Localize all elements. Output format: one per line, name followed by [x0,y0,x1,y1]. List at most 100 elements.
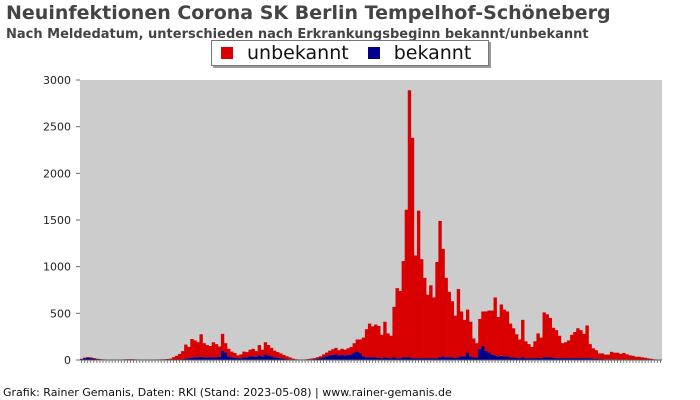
bar-unbekannt-119 [444,277,448,358]
y-tick-label: 2000 [43,167,71,180]
bar-unbekannt-95 [371,326,375,358]
bar-bekannt-124 [459,356,464,360]
chart-title: Neuinfektionen Corona SK Berlin Tempelho… [6,2,611,24]
bar-bekannt-101 [389,358,393,360]
bar-bekannt-138 [502,356,507,360]
bar-bekannt-93 [364,357,369,360]
bar-unbekannt-89 [352,343,356,353]
bar-unbekannt-142 [514,334,519,358]
bar-bekannt-4 [92,358,96,360]
bar-bekannt-47 [223,352,228,360]
bar-unbekannt-179 [628,355,632,360]
bar-bekannt-45 [217,356,222,360]
bar-unbekannt-129 [475,343,479,358]
bar-unbekannt-165 [585,325,589,359]
bar-bekannt-38 [196,357,200,360]
bar-unbekannt-102 [392,306,396,358]
bar-bekannt-110 [416,358,421,360]
bar-bekannt-90 [355,351,360,360]
bar-unbekannt-30 [171,357,176,360]
bar-unbekannt-92 [361,337,366,357]
bar-unbekannt-113 [426,294,430,359]
bar-unbekannt-107 [407,90,412,358]
bar-bekannt-133 [487,352,491,360]
bar-unbekannt-175 [616,352,620,360]
bar-unbekannt-49 [230,351,234,358]
bar-unbekannt-105 [401,261,405,358]
bar-bekannt-121 [450,357,455,360]
bar-bekannt-141 [511,357,516,360]
legend-swatch-unbekannt [221,47,233,59]
bar-bekannt-66 [282,358,286,360]
bar-bekannt-64 [276,357,280,360]
bar-bekannt-139 [505,356,510,360]
plot-area [80,80,662,360]
bar-unbekannt-161 [573,332,577,359]
bar-bekannt-40 [202,357,206,360]
bar-bekannt-162 [576,358,580,360]
bar-bekannt-108 [410,358,415,360]
x-axis [81,360,661,363]
bar-unbekannt-36 [190,339,194,358]
bar-unbekannt-97 [377,325,381,358]
bar-bekannt-136 [496,356,500,360]
bar-unbekannt-141 [511,328,516,358]
bar-bekannt-165 [585,358,589,360]
bar-bekannt-88 [349,354,353,360]
legend-label-bekannt: bekannt [393,42,472,64]
bar-unbekannt-62 [269,347,274,357]
bar-unbekannt-116 [435,262,439,359]
bar-bekannt-54 [245,357,249,360]
bar-bekannt-147 [530,358,534,360]
bar-unbekannt-60 [263,342,268,355]
bar-unbekannt-122 [453,315,458,358]
bar-bekannt-35 [187,358,191,360]
bar-unbekannt-162 [576,328,580,359]
bar-unbekannt-131 [481,311,485,346]
bar-bekannt-44 [214,357,219,360]
bar-unbekannt-109 [413,255,418,359]
bar-unbekannt-31 [174,355,179,360]
bar-unbekannt-172 [606,354,611,360]
bar-unbekannt-143 [518,339,522,359]
bar-unbekannt-41 [205,345,209,358]
bar-unbekannt-42 [208,346,213,358]
bar-unbekannt-130 [478,318,482,349]
bar-bekannt-167 [591,358,595,360]
bar-unbekannt-100 [386,333,390,358]
bar-unbekannt-96 [374,324,378,358]
bar-bekannt-151 [542,357,546,360]
bar-unbekannt-176 [619,353,623,360]
bar-bekannt-80 [325,356,329,360]
bar-bekannt-56 [251,356,255,360]
bar-unbekannt-51 [236,355,240,359]
bar-unbekannt-37 [193,340,197,358]
bar-unbekannt-93 [364,329,369,358]
bar-bekannt-117 [438,357,442,360]
bar-bekannt-79 [321,357,326,360]
bar-unbekannt-128 [472,338,476,358]
bar-unbekannt-3 [89,357,93,359]
bar-bekannt-100 [386,357,390,360]
bar-unbekannt-84 [337,350,341,356]
bar-bekannt-140 [508,357,513,360]
bar-bekannt-161 [573,358,577,360]
bar-bekannt-97 [377,357,381,360]
bar-bekannt-52 [239,358,243,360]
bar-bekannt-59 [260,356,265,360]
bar-bekannt-134 [490,354,494,360]
y-axis: 0 500 1000 1500 2000 2500 3000 [43,74,662,367]
bar-unbekannt-34 [184,344,188,359]
bar-bekannt-126 [465,352,470,360]
bar-bekannt-150 [539,358,543,360]
bar-unbekannt-103 [395,288,399,359]
bar-unbekannt-58 [257,345,262,356]
bar-unbekannt-186 [649,358,654,360]
bar-unbekannt-138 [502,309,507,357]
bar-bekannt-103 [395,358,399,360]
bar-bekannt-98 [380,358,384,360]
bar-unbekannt-150 [539,337,543,359]
bar-bekannt-107 [407,357,412,360]
bar-bekannt-160 [570,358,574,360]
bar-unbekannt-33 [181,351,185,360]
